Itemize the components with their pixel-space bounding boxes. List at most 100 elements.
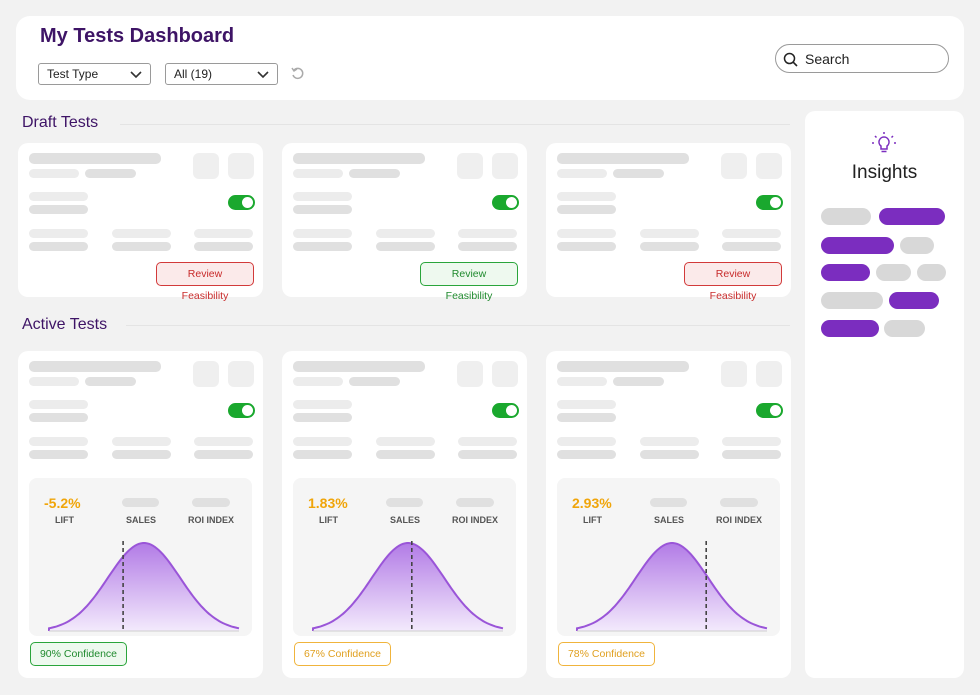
skeleton-line (640, 437, 699, 446)
insight-tag[interactable] (900, 237, 934, 254)
insight-tag[interactable] (876, 264, 911, 281)
count-select[interactable]: All (19) (165, 63, 278, 85)
review-feasibility-button[interactable]: Review Feasibility (156, 262, 254, 302)
sales-value-placeholder (386, 498, 423, 507)
active-toggle[interactable] (756, 195, 783, 210)
action-placeholder[interactable] (492, 361, 518, 387)
skeleton-line (458, 229, 517, 238)
action-placeholder[interactable] (721, 361, 747, 387)
skeleton-line (349, 377, 400, 386)
skeleton-line (29, 153, 161, 164)
skeleton-line (557, 205, 616, 214)
insight-tag[interactable] (917, 264, 946, 281)
section-divider (120, 124, 790, 125)
insight-tag[interactable] (889, 292, 939, 309)
skeleton-line (112, 229, 171, 238)
draft-test-card[interactable]: Review Feasibility (18, 143, 263, 302)
skeleton-line (640, 450, 699, 459)
active-test-card[interactable]: -5.2% LIFT SALES ROI INDEX 90% Confidenc… (18, 351, 263, 678)
skeleton-line (613, 377, 664, 386)
active-toggle[interactable] (492, 195, 519, 210)
lift-value: 1.83% (308, 495, 348, 511)
skeleton-line (293, 205, 352, 214)
action-placeholder[interactable] (457, 153, 483, 179)
reset-icon[interactable] (290, 66, 304, 80)
insight-tag[interactable] (821, 264, 870, 281)
skeleton-line (640, 229, 699, 238)
skeleton-line (376, 229, 435, 238)
active-toggle[interactable] (228, 195, 255, 210)
distribution-curve (576, 542, 768, 631)
insight-tag[interactable] (879, 208, 945, 225)
sales-label: SALES (390, 515, 421, 525)
skeleton-line (458, 437, 517, 446)
action-placeholder[interactable] (193, 153, 219, 179)
action-placeholder[interactable] (756, 361, 782, 387)
skeleton-line (29, 229, 88, 238)
insights-panel: Insights (805, 111, 964, 678)
skeleton-line (112, 437, 171, 446)
active-test-card[interactable]: 2.93% LIFT SALES ROI INDEX 78% Confidenc… (546, 351, 791, 678)
action-placeholder[interactable] (228, 361, 254, 387)
lift-label: LIFT (583, 515, 602, 525)
action-placeholder[interactable] (457, 361, 483, 387)
active-toggle[interactable] (228, 403, 255, 418)
search-placeholder: Search (805, 51, 850, 67)
roi-value-placeholder (192, 498, 230, 507)
insights-title: Insights (851, 162, 918, 183)
count-select-value: All (19) (174, 67, 213, 81)
skeleton-line (349, 169, 400, 178)
active-toggle[interactable] (492, 403, 519, 418)
skeleton-line (557, 413, 616, 422)
roi-index-label: ROI INDEX (188, 515, 235, 525)
skeleton-line (557, 242, 616, 251)
header-bar: My Tests Dashboard Test Type All (19) Se… (16, 16, 964, 100)
lift-label: LIFT (55, 515, 74, 525)
active-toggle[interactable] (756, 403, 783, 418)
skeleton-line (293, 413, 352, 422)
action-placeholder[interactable] (228, 153, 254, 179)
skeleton-line (376, 242, 435, 251)
action-placeholder[interactable] (721, 153, 747, 179)
action-placeholder[interactable] (492, 153, 518, 179)
review-feasibility-button[interactable]: Review Feasibility (420, 262, 518, 302)
skeleton-line (376, 437, 435, 446)
active-tests-heading: Active Tests (22, 316, 108, 333)
skeleton-line (29, 205, 88, 214)
review-feasibility-button[interactable]: Review Feasibility (684, 262, 782, 302)
confidence-badge: 90% Confidence (30, 642, 127, 666)
skeleton-line (29, 192, 88, 201)
action-placeholder[interactable] (756, 153, 782, 179)
page-title: My Tests Dashboard (40, 25, 235, 47)
skeleton-line (722, 242, 781, 251)
draft-tests-heading: Draft Tests (22, 114, 99, 131)
skeleton-line (293, 242, 352, 251)
sales-label: SALES (654, 515, 685, 525)
insight-tag[interactable] (821, 320, 879, 337)
distribution-chart (576, 541, 768, 632)
skeleton-line (458, 450, 517, 459)
active-test-card[interactable]: 1.83% LIFT SALES ROI INDEX 67% Confidenc… (282, 351, 527, 678)
draft-test-card[interactable]: Review Feasibility (546, 143, 791, 302)
sales-label: SALES (126, 515, 157, 525)
confidence-badge: 67% Confidence (294, 642, 391, 666)
skeleton-line (29, 169, 79, 178)
test-type-select-value: Test Type (47, 67, 99, 81)
skeleton-line (557, 361, 689, 372)
skeleton-line (293, 377, 343, 386)
insight-tag[interactable] (884, 320, 925, 337)
action-placeholder[interactable] (193, 361, 219, 387)
insight-tag[interactable] (821, 208, 871, 225)
roi-index-label: ROI INDEX (452, 515, 499, 525)
test-type-select[interactable]: Test Type (38, 63, 151, 85)
search-input[interactable]: Search (775, 44, 949, 73)
lightbulb-icon (872, 132, 896, 153)
skeleton-line (85, 377, 136, 386)
insight-tag[interactable] (821, 237, 894, 254)
draft-test-card[interactable]: Review Feasibility (282, 143, 527, 302)
roi-value-placeholder (720, 498, 758, 507)
skeleton-line (29, 242, 88, 251)
insight-tag[interactable] (821, 292, 883, 309)
distribution-chart (48, 541, 240, 632)
skeleton-line (112, 242, 171, 251)
